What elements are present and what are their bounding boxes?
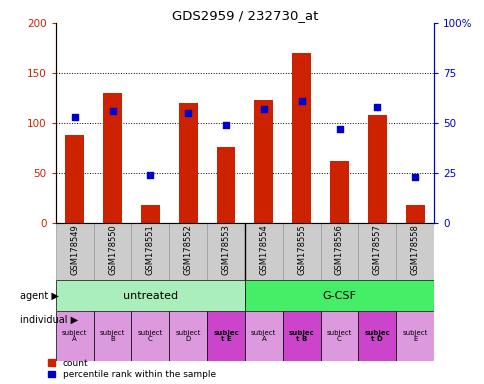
- Text: subject
B: subject B: [100, 330, 125, 342]
- Bar: [244, 311, 282, 361]
- Bar: [169, 223, 207, 280]
- Bar: [131, 311, 169, 361]
- Bar: [207, 311, 244, 361]
- Text: subject
D: subject D: [175, 330, 200, 342]
- Bar: [254, 100, 273, 223]
- Bar: [367, 115, 386, 223]
- Bar: [320, 223, 358, 280]
- Bar: [56, 280, 244, 311]
- Bar: [131, 223, 169, 280]
- Bar: [178, 103, 197, 223]
- Text: GSM178558: GSM178558: [410, 224, 419, 275]
- Text: GSM178550: GSM178550: [108, 224, 117, 275]
- Bar: [93, 311, 131, 361]
- Text: G-CSF: G-CSF: [322, 291, 356, 301]
- Text: subjec
t B: subjec t B: [288, 330, 314, 342]
- Point: [373, 104, 380, 110]
- Text: GSM178556: GSM178556: [334, 224, 343, 275]
- Bar: [56, 311, 93, 361]
- Bar: [282, 223, 320, 280]
- Bar: [395, 311, 433, 361]
- Text: GSM178555: GSM178555: [297, 224, 305, 275]
- Text: subject
C: subject C: [137, 330, 163, 342]
- Text: GSM178553: GSM178553: [221, 224, 230, 275]
- Point: [259, 106, 267, 112]
- Text: subject
A: subject A: [251, 330, 276, 342]
- Point: [410, 174, 418, 180]
- Bar: [405, 205, 424, 223]
- Bar: [65, 135, 84, 223]
- Point: [184, 110, 192, 116]
- Bar: [330, 161, 348, 223]
- Text: untreated: untreated: [122, 291, 178, 301]
- Bar: [282, 311, 320, 361]
- Bar: [395, 223, 433, 280]
- Point: [146, 172, 154, 178]
- Point: [297, 98, 305, 104]
- Text: individual ▶: individual ▶: [20, 315, 78, 325]
- Title: GDS2959 / 232730_at: GDS2959 / 232730_at: [171, 9, 318, 22]
- Point: [71, 114, 78, 120]
- Text: GSM178557: GSM178557: [372, 224, 381, 275]
- Bar: [216, 147, 235, 223]
- Bar: [244, 280, 433, 311]
- Bar: [358, 223, 395, 280]
- Text: subjec
t D: subjec t D: [363, 330, 390, 342]
- Bar: [169, 311, 207, 361]
- Text: GSM178554: GSM178554: [259, 224, 268, 275]
- Text: GSM178552: GSM178552: [183, 224, 192, 275]
- Bar: [140, 205, 159, 223]
- Bar: [244, 223, 282, 280]
- Bar: [291, 53, 311, 223]
- Bar: [93, 223, 131, 280]
- Point: [335, 126, 343, 132]
- Text: subjec
t E: subjec t E: [212, 330, 239, 342]
- Text: GSM178549: GSM178549: [70, 224, 79, 275]
- Text: subject
A: subject A: [62, 330, 87, 342]
- Point: [108, 108, 116, 114]
- Text: subject
E: subject E: [402, 330, 427, 342]
- Legend: count, percentile rank within the sample: count, percentile rank within the sample: [48, 359, 215, 379]
- Bar: [207, 223, 244, 280]
- Bar: [56, 223, 93, 280]
- Bar: [320, 311, 358, 361]
- Text: agent ▶: agent ▶: [20, 291, 59, 301]
- Bar: [103, 93, 122, 223]
- Text: GSM178551: GSM178551: [146, 224, 154, 275]
- Point: [222, 122, 229, 128]
- Bar: [358, 311, 395, 361]
- Text: subject
C: subject C: [326, 330, 351, 342]
